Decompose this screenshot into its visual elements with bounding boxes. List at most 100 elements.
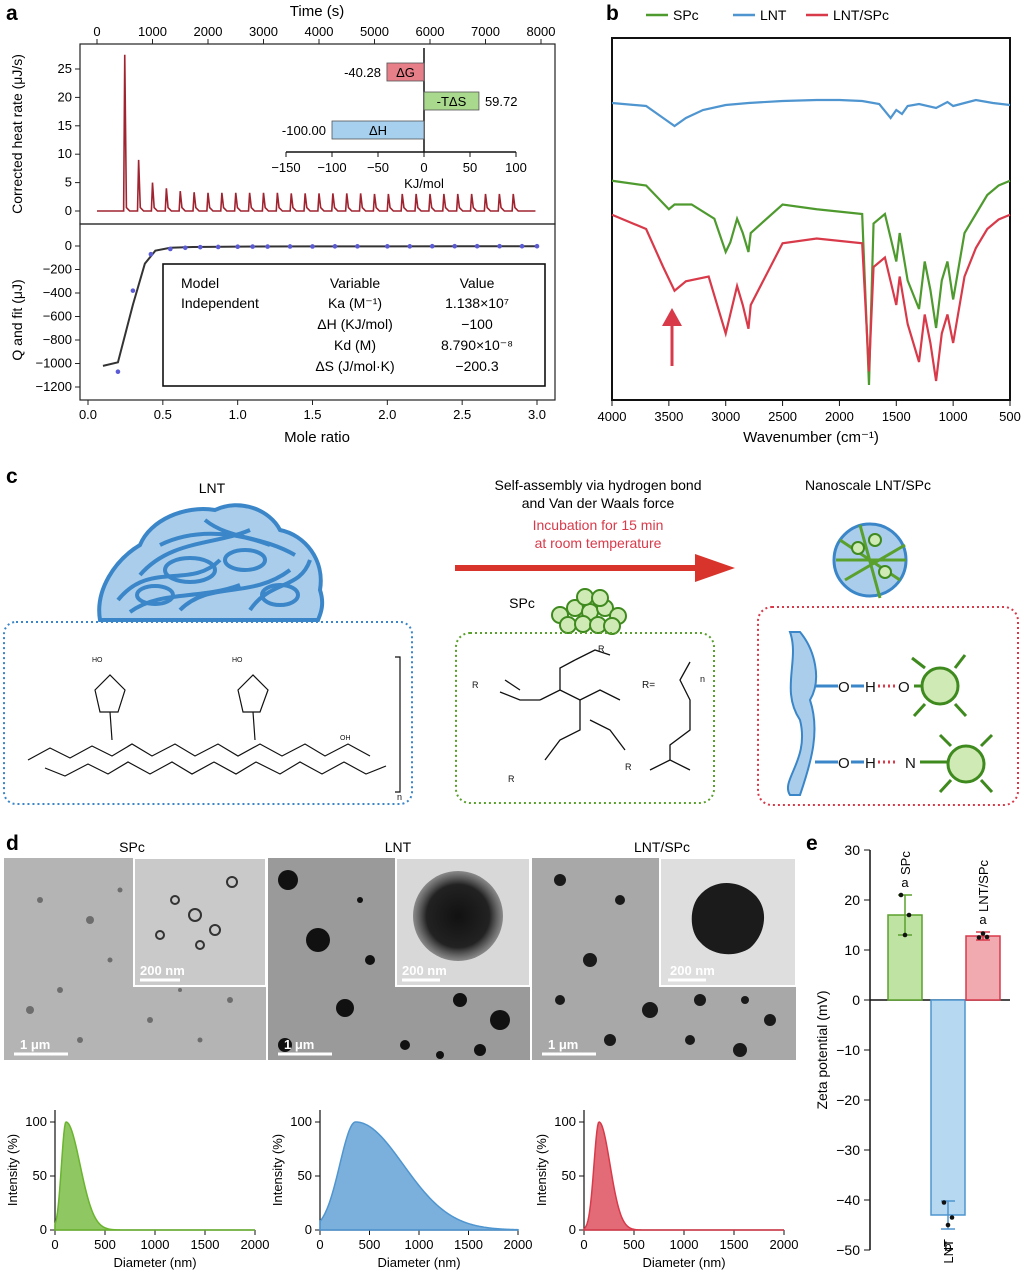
zeta-point: [941, 1200, 947, 1205]
panel-label-c: c: [6, 465, 18, 488]
dls-x-tick-label: 0: [316, 1237, 323, 1252]
oh-label: HO: [232, 657, 243, 664]
nano-label: Nanoscale LNT/SPc: [805, 477, 931, 493]
r-definition: R=: [642, 680, 655, 691]
dls-y-tick-label: 0: [305, 1222, 312, 1237]
inset-bar-value: -40.28: [344, 65, 381, 80]
zeta-significance-letter: a: [979, 912, 987, 927]
spc-label: SPc: [509, 595, 535, 611]
table-header: Value: [460, 275, 495, 291]
isotherm-point: [235, 244, 240, 250]
legend-label: LNT: [760, 7, 787, 23]
ftir-series-lnt-spc: [611, 213, 1011, 382]
dls-x-tick-label: 2000: [241, 1237, 270, 1252]
interaction-box: [757, 606, 1019, 806]
isotherm-point: [182, 245, 188, 251]
wavenumber-tick-label: 2500: [768, 409, 797, 424]
scale-label-big: 1 μm: [20, 1037, 50, 1052]
panel-label-a: a: [6, 2, 18, 25]
zeta-bar-lnt-spc: [965, 935, 1001, 1001]
dls-x-tick-label: 1000: [670, 1237, 699, 1252]
inset-tick-label: −50: [367, 160, 389, 175]
wavenumber-tick-label: 3500: [654, 409, 683, 424]
process-line-2: and Van der Waals force: [522, 495, 675, 511]
zeta-tick-label: −40: [836, 1192, 860, 1208]
isotherm-point: [497, 243, 502, 249]
inset-tick-label: 50: [463, 160, 477, 175]
ftir-oh-arrow-head: [662, 308, 682, 326]
wavenumber-tick-label: 3000: [711, 409, 740, 424]
process-arrow-head: [695, 554, 735, 582]
scale-label-small: 200 nm: [140, 963, 185, 978]
table-cell: −100: [461, 316, 493, 332]
q-tick-label: −400: [43, 285, 72, 300]
dls-x-tick-label: 500: [623, 1237, 645, 1252]
wavenumber-tick-label: 1000: [939, 409, 968, 424]
table-cell: Independent: [181, 295, 259, 311]
mole-ratio-tick-label: 0.0: [79, 407, 97, 422]
table-cell: ΔH (KJ/mol): [317, 316, 392, 332]
zeta-tick-label: 10: [844, 942, 860, 958]
isotherm-point: [250, 244, 255, 249]
q-tick-label: −1200: [35, 379, 72, 394]
ftir-series-lnt: [611, 98, 1011, 128]
isotherm-point: [429, 243, 435, 249]
dls-x-tick-label: 0: [580, 1237, 587, 1252]
itc-heat-axis-title: Corrected heat rate (μJ/s): [9, 54, 25, 214]
mole-ratio-tick-label: 3.0: [528, 407, 546, 422]
zeta-category-label: LNT/SPc: [976, 859, 991, 912]
table-cell: Ka (M⁻¹): [328, 295, 382, 311]
time-tick-label: 4000: [305, 24, 334, 39]
inset-tick-label: −150: [271, 160, 300, 175]
zeta-category-label: SPc: [898, 851, 913, 875]
zeta-category-label: LNT: [941, 1239, 956, 1264]
heat-tick-label: 15: [58, 118, 72, 133]
zeta-point: [902, 932, 908, 938]
inset-bar: [386, 62, 425, 82]
isotherm-point: [148, 251, 154, 257]
legend-label: SPc: [673, 7, 699, 23]
panel-label-b: b: [606, 2, 619, 25]
ftir-series-spc: [611, 179, 1011, 386]
isotherm-point: [385, 244, 390, 249]
table-cell: ΔS (J/mol·K): [315, 358, 394, 374]
inset-bar: [331, 120, 425, 140]
dls-distribution-spc: [54, 1121, 255, 1231]
q-tick-label: 0: [65, 238, 72, 253]
table-cell: 1.138×10⁷: [445, 295, 509, 311]
bond-atom-h: H: [865, 679, 876, 696]
isotherm-point: [310, 244, 315, 249]
wavenumber-tick-label: 4000: [598, 409, 627, 424]
zeta-tick-label: −50: [836, 1242, 860, 1258]
inset-tick-label: −100: [317, 160, 346, 175]
dls-distribution-lnt-spc: [583, 1121, 784, 1231]
time-tick-label: 7000: [471, 24, 500, 39]
dls-y-tick-label: 100: [554, 1114, 576, 1129]
isotherm-point: [265, 244, 270, 249]
itc-bottom-frame: [79, 223, 556, 401]
zeta-significance-letter: a: [901, 875, 909, 890]
r-group-label: R: [472, 680, 479, 690]
inset-tick-label: 100: [505, 160, 527, 175]
lnt-chemical-structure: [27, 656, 401, 793]
table-cell: Kd (M): [334, 337, 376, 353]
dls-x-title: Diameter (nm): [642, 1255, 725, 1270]
bond-atom-o: O: [838, 679, 850, 696]
heat-tick-label: 10: [58, 146, 72, 161]
zeta-tick-label: −30: [836, 1142, 860, 1158]
dls-x-title: Diameter (nm): [113, 1255, 196, 1270]
time-tick-label: 0: [93, 24, 100, 39]
time-tick-label: 8000: [527, 24, 556, 39]
inset-tick-label: 0: [420, 160, 427, 175]
isotherm-point: [474, 243, 480, 249]
time-tick-label: 1000: [138, 24, 167, 39]
tem-title-lnt: LNT: [385, 839, 412, 855]
bond-atom-n: N: [905, 755, 916, 772]
spc-chemical-structure: [499, 649, 691, 771]
zeta-bar-lnt: [930, 999, 966, 1216]
mole-ratio-tick-label: 2.5: [453, 407, 471, 422]
interaction-diagram: [787, 631, 994, 796]
heat-tick-label: 5: [65, 175, 72, 190]
table-cell: 8.790×10⁻⁸: [441, 337, 513, 353]
time-tick-label: 5000: [360, 24, 389, 39]
